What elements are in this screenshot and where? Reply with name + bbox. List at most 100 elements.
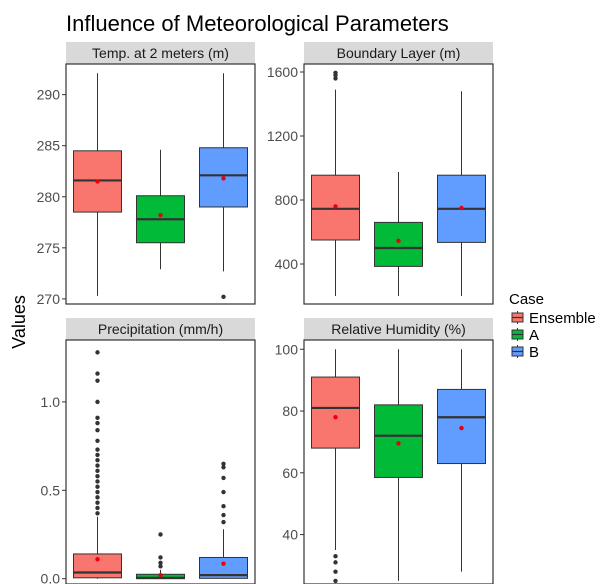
- y-tick-label: 400: [275, 256, 299, 272]
- chart-title: Influence of Meteorological Parameters: [66, 11, 449, 36]
- y-tick-label: 1.0: [41, 394, 61, 410]
- box-b: [437, 349, 486, 572]
- outlier-point: [95, 452, 100, 458]
- outlier-point: [95, 468, 100, 474]
- outlier-point: [221, 489, 226, 495]
- panel: Relative Humidity (%) 40 60 80 100: [275, 318, 494, 584]
- panel-border: [65, 63, 256, 305]
- mean-point: [95, 557, 100, 562]
- box-body: [199, 556, 248, 579]
- y-tick-label: 270: [37, 291, 61, 307]
- mean-point: [459, 425, 464, 431]
- panel-strip-label: Precipitation (mm/h): [98, 321, 223, 337]
- mean-point: [158, 212, 163, 218]
- y-tick-label: 285: [37, 138, 61, 154]
- box-b: [199, 73, 248, 300]
- mean-point: [221, 176, 226, 181]
- y-tick-label: 275: [37, 240, 61, 256]
- box-b: [437, 91, 486, 296]
- plot-area: [73, 350, 248, 580]
- legend-title: Case: [509, 291, 544, 308]
- panel-border: [303, 63, 494, 305]
- panel-border: [65, 339, 256, 584]
- panel: Temp. at 2 meters (m) 270 275 280 285 290: [37, 42, 256, 307]
- panel-strip: [66, 42, 255, 64]
- y-tick-label: 100: [275, 341, 299, 357]
- y-tick-label: 0.5: [41, 482, 61, 498]
- outlier-point: [333, 554, 338, 559]
- panel-border: [303, 339, 494, 584]
- y-tick-label: 290: [37, 87, 61, 103]
- plot-area: [311, 349, 486, 584]
- mean-point: [221, 561, 226, 566]
- mean-point: [396, 441, 401, 446]
- panel-strip: [304, 42, 493, 64]
- plot-area: [311, 70, 486, 296]
- outlier-point: [333, 578, 338, 584]
- panel: Boundary Layer (m) 400 800 1200 1600: [267, 42, 494, 305]
- outlier-point: [95, 378, 100, 383]
- legend-entry: B: [511, 344, 539, 361]
- outlier-point: [221, 519, 226, 525]
- mean-point: [95, 179, 100, 184]
- y-tick-label: 1200: [267, 128, 298, 144]
- outlier-point: [333, 70, 338, 76]
- legend-entry: Ensemble: [511, 310, 596, 327]
- outlier-point: [95, 473, 100, 479]
- y-tick-label: 1600: [267, 64, 298, 80]
- outlier-point: [221, 475, 226, 481]
- plot-area: [73, 73, 248, 300]
- y-tick-label: 0.0: [41, 571, 61, 584]
- outlier-point: [95, 511, 100, 516]
- outlier-point: [95, 399, 100, 405]
- outlier-point: [95, 350, 100, 355]
- outlier-point: [95, 489, 100, 495]
- box-b: [199, 461, 248, 579]
- mean-point: [333, 415, 338, 420]
- y-tick-label: 80: [282, 403, 298, 419]
- outlier-point: [95, 438, 100, 443]
- outlier-point: [333, 76, 338, 81]
- outlier-point: [95, 458, 100, 463]
- box-ensemble: [73, 350, 122, 579]
- mean-point: [333, 204, 338, 209]
- outlier-point: [333, 569, 338, 574]
- outlier-point: [95, 427, 100, 433]
- outlier-point: [95, 500, 100, 505]
- legend-label: Ensemble: [529, 310, 596, 327]
- panel-strip-label: Relative Humidity (%): [331, 321, 466, 337]
- y-tick-label: 800: [275, 192, 299, 208]
- legend-label: A: [529, 327, 539, 344]
- outlier-point: [95, 371, 100, 376]
- outlier-point: [333, 560, 338, 565]
- panel-strip-label: Boundary Layer (m): [337, 45, 461, 61]
- outlier-point: [221, 504, 226, 509]
- outlier-point: [95, 447, 100, 452]
- legend-label: B: [529, 344, 539, 361]
- y-tick-label: 60: [282, 465, 298, 481]
- panels: Temp. at 2 meters (m) 270 275 280 285 290 Boun…: [37, 42, 494, 584]
- y-tick-label: 280: [37, 189, 61, 205]
- outlier-point: [95, 463, 100, 468]
- panel: Precipitation (mm/h) 0.0 0.5 1.0: [41, 318, 256, 584]
- outlier-point: [95, 420, 100, 426]
- outlier-point: [158, 560, 163, 565]
- outlier-point: [221, 294, 226, 300]
- box-a: [136, 149, 185, 270]
- box-ensemble: [311, 349, 360, 584]
- outlier-point: [95, 505, 100, 511]
- mean-point: [459, 205, 464, 211]
- box-a: [136, 532, 185, 580]
- panel-strip-label: Temp. at 2 meters (m): [92, 45, 229, 61]
- box-body: [374, 221, 423, 267]
- outlier-point: [158, 564, 163, 569]
- outlier-point: [221, 461, 226, 466]
- legend-entry: A: [511, 327, 539, 344]
- outlier-point: [158, 532, 163, 537]
- panel-strip: [304, 318, 493, 340]
- panel-strip: [66, 318, 255, 340]
- box-a: [374, 349, 423, 581]
- outlier-point: [221, 465, 226, 470]
- outlier-point: [95, 479, 100, 484]
